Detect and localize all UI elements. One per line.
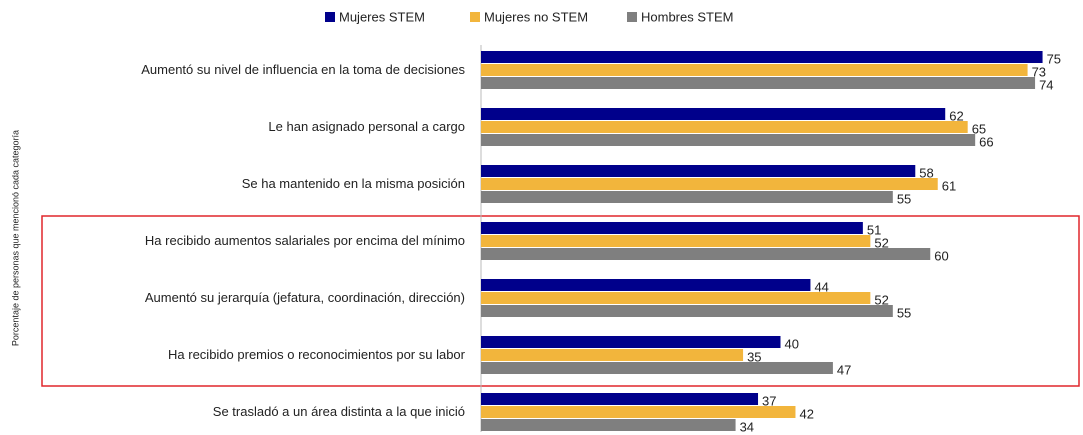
legend-swatch [325, 12, 335, 22]
y-axis-label: Porcentaje de personas que mencionó cada… [10, 130, 20, 346]
bar [481, 51, 1043, 63]
legend-swatch [627, 12, 637, 22]
bar [481, 393, 759, 405]
data-label: 58 [919, 165, 933, 180]
data-label: 61 [942, 178, 956, 193]
bar [481, 305, 893, 317]
data-label: 74 [1039, 77, 1053, 92]
data-label: 51 [867, 222, 881, 237]
bar [481, 419, 736, 431]
data-label: 62 [949, 108, 963, 123]
bar [481, 292, 871, 304]
data-label: 47 [837, 362, 851, 377]
legend-label: Hombres STEM [641, 9, 733, 24]
data-label: 60 [934, 248, 948, 263]
y-tick-label: Aumentó su jerarquía (jefatura, coordina… [145, 290, 465, 305]
data-label: 75 [1047, 51, 1061, 66]
y-tick-label: Ha recibido premios o reconocimientos po… [168, 347, 466, 362]
bar [481, 248, 931, 260]
legend-label: Mujeres STEM [339, 9, 425, 24]
data-label: 34 [740, 419, 754, 434]
bar [481, 191, 893, 203]
y-tick-label: Aumentó su nivel de influencia en la tom… [141, 62, 465, 77]
bar [481, 279, 811, 291]
y-tick-label: Ha recibido aumentos salariales por enci… [145, 233, 465, 248]
data-label: 40 [785, 336, 799, 351]
bar [481, 222, 863, 234]
y-tick-label: Le han asignado personal a cargo [268, 119, 465, 134]
data-label: 66 [979, 134, 993, 149]
bar [481, 165, 916, 177]
bar [481, 362, 833, 374]
bar [481, 121, 968, 133]
bar [481, 134, 976, 146]
data-label: 37 [762, 393, 776, 408]
data-label: 42 [799, 406, 813, 421]
data-label: 52 [874, 235, 888, 250]
legend-label: Mujeres no STEM [484, 9, 588, 24]
y-tick-label: Se trasladó a un área distinta a la que … [213, 404, 465, 419]
bar [481, 64, 1028, 76]
y-tick-label: Se ha mantenido en la misma posición [242, 176, 465, 191]
data-label: 35 [747, 349, 761, 364]
data-label: 44 [814, 279, 828, 294]
data-label: 55 [897, 191, 911, 206]
data-label: 65 [972, 121, 986, 136]
bar [481, 406, 796, 418]
bar [481, 336, 781, 348]
bar [481, 349, 744, 361]
highlight-box [41, 215, 1080, 387]
legend-swatch [470, 12, 480, 22]
data-label: 55 [897, 305, 911, 320]
bar [481, 77, 1036, 89]
data-label: 73 [1032, 64, 1046, 79]
bar [481, 178, 938, 190]
data-label: 52 [874, 292, 888, 307]
bar [481, 108, 946, 120]
bar [481, 235, 871, 247]
